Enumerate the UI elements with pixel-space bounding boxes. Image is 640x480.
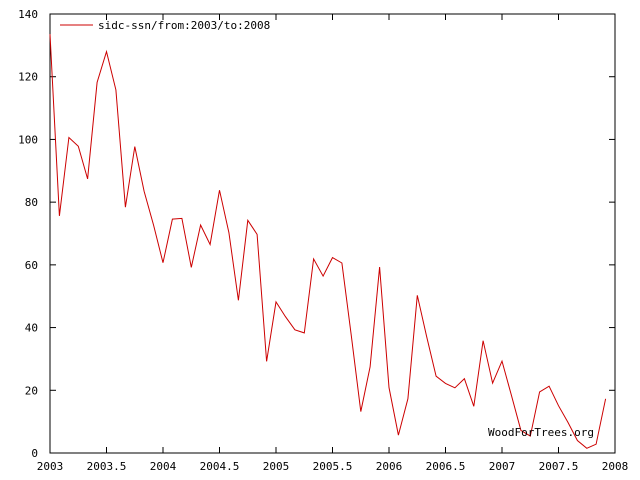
series-lines — [49, 34, 607, 449]
watermark-text: WoodForTrees.org — [488, 426, 594, 439]
y-tick-label: 80 — [25, 196, 38, 209]
y-tick-label: 60 — [25, 259, 38, 272]
series-line — [49, 34, 607, 449]
x-tick-label: 2006.5 — [426, 460, 466, 473]
y-axis: 0 20 40 60 80 100 120 140 — [18, 8, 615, 460]
x-tick-label: 2005.5 — [313, 460, 353, 473]
y-tick-label: 20 — [25, 384, 38, 397]
x-tick-label: 2003.5 — [87, 460, 127, 473]
y-tick-label: 40 — [25, 322, 38, 335]
y-tick-label: 120 — [18, 71, 38, 84]
x-tick-label: 2006 — [376, 460, 403, 473]
x-tick-label: 2003 — [37, 460, 64, 473]
legend: sidc-ssn/from:2003/to:2008 — [60, 19, 270, 32]
x-axis: 2003 2003.5 2004 2004.5 2005 2005.5 2006 2006.5… — [37, 14, 629, 473]
x-tick-label: 2004 — [150, 460, 177, 473]
x-tick-label: 2008 — [602, 460, 629, 473]
x-tick-label: 2004.5 — [200, 460, 240, 473]
y-tick-label: 100 — [18, 133, 38, 146]
y-tick-label: 0 — [31, 447, 38, 460]
y-tick-label: 140 — [18, 8, 38, 21]
x-tick-label: 2007.5 — [539, 460, 579, 473]
x-tick-label: 2005 — [263, 460, 290, 473]
legend-label: sidc-ssn/from:2003/to:2008 — [98, 19, 270, 32]
x-tick-label: 2007 — [489, 460, 516, 473]
